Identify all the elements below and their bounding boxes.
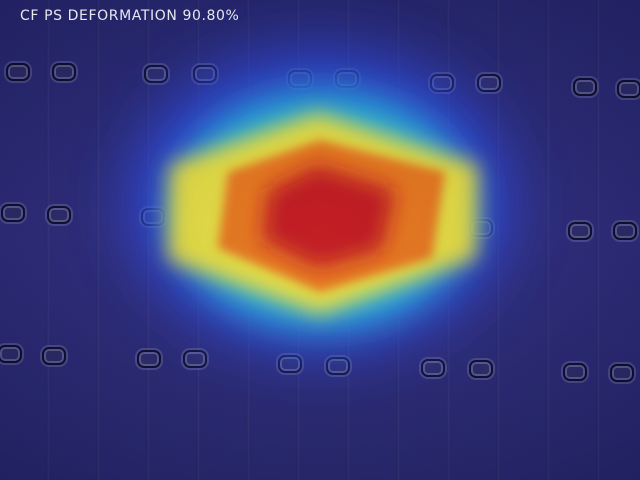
- contact-pad: [137, 350, 161, 368]
- contact-pad: [568, 222, 592, 240]
- deformation-label: CF PS DEFORMATION 90.80%: [20, 8, 240, 24]
- contact-pad: [430, 74, 454, 92]
- contact-pad: [469, 360, 493, 378]
- heat-orange-band: [218, 140, 445, 292]
- contact-pad: [563, 363, 587, 381]
- contact-pad: [610, 364, 634, 382]
- contact-pad: [573, 78, 597, 96]
- contact-pad: [425, 217, 449, 235]
- contact-pad: [52, 63, 76, 81]
- contact-pad: [141, 208, 165, 226]
- contact-pad: [477, 74, 501, 92]
- heat-outer-band: [130, 50, 510, 350]
- contact-pad: [332, 213, 356, 231]
- contact-pad: [1, 204, 25, 222]
- contact-pad: [617, 80, 640, 98]
- contact-pad: [278, 355, 302, 373]
- contact-pad: [288, 70, 312, 88]
- contact-pad: [188, 208, 212, 226]
- contact-pad: [47, 206, 71, 224]
- contact-pad: [144, 65, 168, 83]
- contact-pad: [193, 65, 217, 83]
- contact-pad: [326, 357, 350, 375]
- heat-mid-band: [168, 112, 478, 315]
- contact-pad: [42, 347, 66, 365]
- contact-pad: [421, 359, 445, 377]
- contact-pad: [613, 222, 637, 240]
- contact-pad: [0, 345, 22, 363]
- contact-pad: [6, 63, 30, 81]
- contact-pad: [183, 350, 207, 368]
- contact-pad: [469, 219, 493, 237]
- heat-layers: [130, 50, 510, 350]
- contact-pad: [282, 213, 306, 231]
- contact-pad: [335, 70, 359, 88]
- heat-edge-band: [172, 92, 472, 328]
